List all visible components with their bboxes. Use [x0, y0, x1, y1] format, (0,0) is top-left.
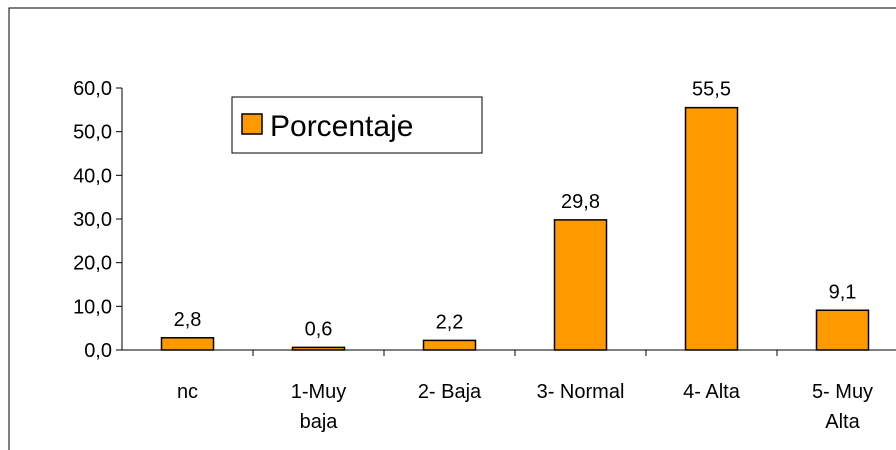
legend-swatch [241, 113, 263, 135]
x-tick-label-line: Alta [825, 411, 860, 433]
x-tick-label-line: baja [300, 411, 339, 433]
y-tick-label: 0,0 [84, 340, 112, 362]
bar [160, 337, 215, 351]
x-tick-label-line: 1-Muy [291, 381, 347, 403]
data-label: 2,2 [436, 311, 464, 333]
bar [815, 309, 870, 351]
y-tick-label: 50,0 [73, 122, 112, 144]
x-tick-label: 4- Alta [683, 381, 741, 403]
chart-frame [8, 7, 896, 450]
y-tick-label: 30,0 [73, 209, 112, 231]
x-tick-label-line: 5- Muy [812, 381, 873, 403]
legend-box [231, 96, 483, 154]
x-tick-label: nc [177, 381, 198, 403]
bar [684, 106, 739, 351]
y-tick-label: 60,0 [73, 78, 112, 100]
data-label: 9,1 [829, 281, 857, 303]
legend-label: Porcentaje [270, 110, 413, 143]
data-label: 2,8 [174, 309, 202, 331]
x-tick-label: 2- Baja [418, 381, 482, 403]
y-tick-label: 20,0 [73, 253, 112, 275]
bar [291, 346, 346, 351]
bar [553, 219, 608, 351]
x-tick-label: 3- Normal [537, 381, 625, 403]
data-label: 55,5 [692, 79, 731, 101]
bar [422, 339, 477, 351]
y-tick-label: 40,0 [73, 165, 112, 187]
data-label: 29,8 [561, 191, 600, 213]
y-tick-label: 10,0 [73, 296, 112, 318]
x-tick-label: 1-Muy baja [291, 381, 347, 433]
data-label: 0,6 [305, 318, 333, 340]
x-tick-label: 5- Muy Alta [812, 381, 873, 433]
